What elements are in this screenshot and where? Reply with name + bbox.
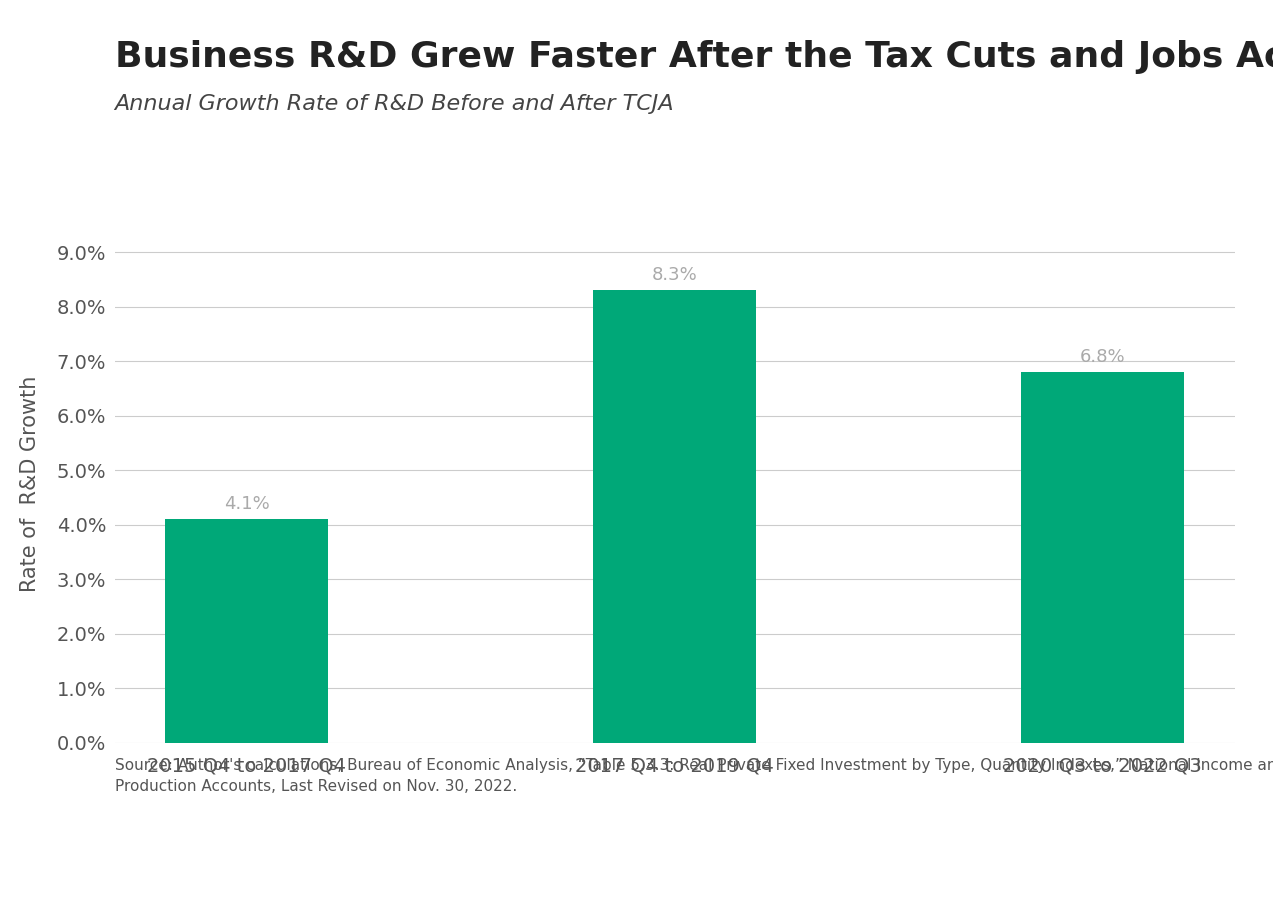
Text: TAX FOUNDATION: TAX FOUNDATION [25,858,219,878]
Y-axis label: Rate of  R&D Growth: Rate of R&D Growth [20,375,39,592]
Text: 8.3%: 8.3% [652,266,698,284]
Text: 4.1%: 4.1% [224,495,270,513]
Bar [593,291,756,742]
Bar [165,519,328,742]
Text: Annual Growth Rate of R&D Before and After TCJA: Annual Growth Rate of R&D Before and Aft… [115,94,675,114]
Text: 6.8%: 6.8% [1080,347,1125,365]
Text: @TaxFoundation: @TaxFoundation [1087,858,1248,878]
Text: Business R&D Grew Faster After the Tax Cuts and Jobs Act of 2017: Business R&D Grew Faster After the Tax C… [115,40,1273,75]
Bar [1021,372,1184,742]
Text: Source: Author's calculations, Bureau of Economic Analysis, “Table 5.3.3: Real P: Source: Author's calculations, Bureau of… [115,758,1273,794]
